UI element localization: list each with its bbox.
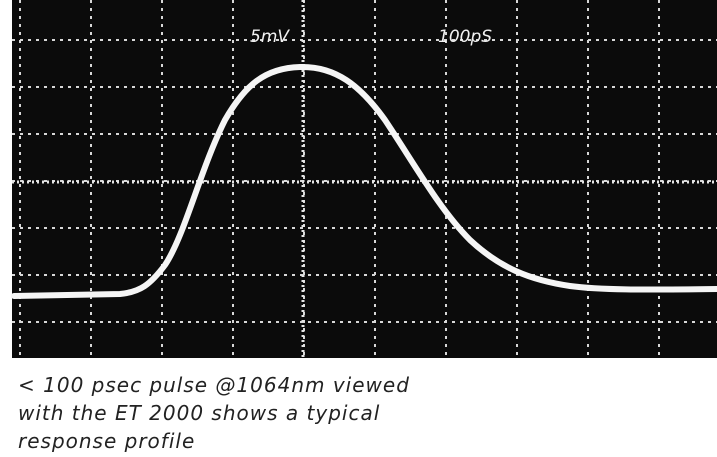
- time-per-div: 100pS: [438, 27, 492, 47]
- graticule: [12, 0, 717, 358]
- pulse-trace: [11, 63, 717, 299]
- caption-line: < 100 psec pulse @1064nm viewed: [18, 373, 410, 397]
- volts-per-div: 5mV: [250, 27, 290, 47]
- caption-line: with the ET 2000 shows a typical: [18, 401, 380, 425]
- scope-screen: [12, 0, 717, 358]
- caption-line: response profile: [18, 429, 195, 453]
